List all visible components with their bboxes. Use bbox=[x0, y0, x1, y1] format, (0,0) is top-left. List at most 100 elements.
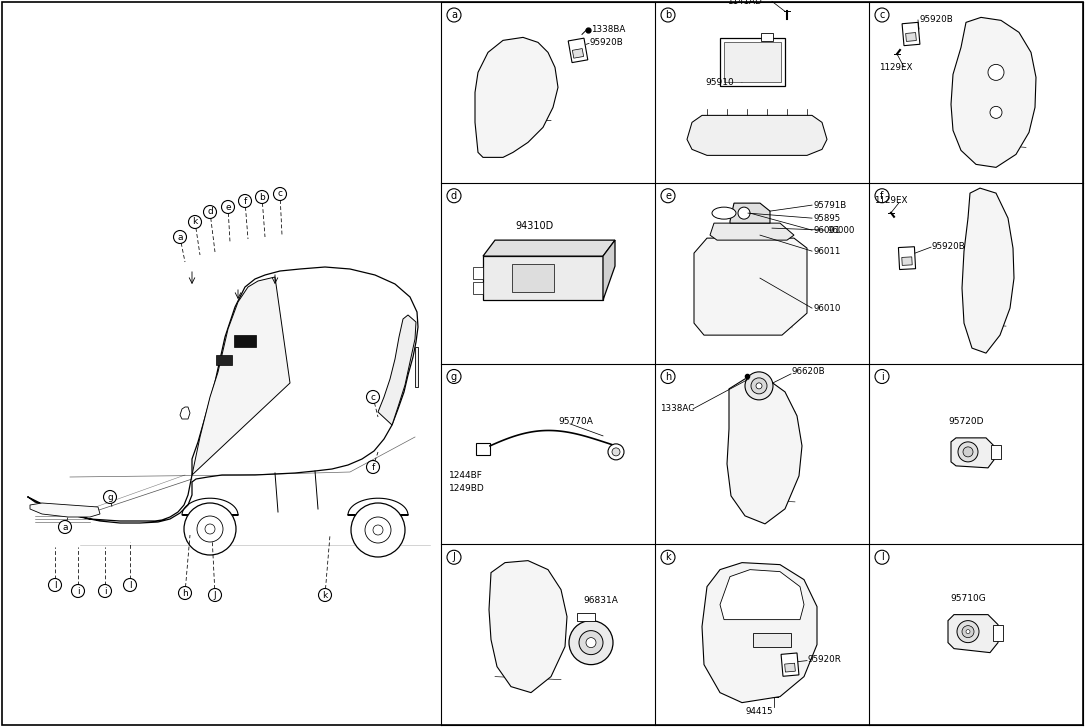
Text: 95920B: 95920B bbox=[919, 15, 953, 25]
Text: 94310D: 94310D bbox=[515, 221, 553, 231]
Text: a: a bbox=[62, 523, 67, 531]
Text: 95710G: 95710G bbox=[950, 594, 986, 603]
Bar bbox=[473, 282, 483, 294]
Text: 1129EX: 1129EX bbox=[875, 196, 907, 205]
Polygon shape bbox=[962, 188, 1014, 353]
Polygon shape bbox=[483, 240, 615, 256]
Text: g: g bbox=[451, 371, 457, 382]
Circle shape bbox=[990, 106, 1003, 119]
Polygon shape bbox=[950, 438, 994, 468]
Text: 1249BD: 1249BD bbox=[449, 484, 485, 494]
Circle shape bbox=[875, 550, 889, 564]
Circle shape bbox=[205, 524, 215, 534]
Text: 95791B: 95791B bbox=[814, 201, 847, 209]
Circle shape bbox=[352, 503, 405, 557]
Circle shape bbox=[124, 579, 137, 592]
Circle shape bbox=[204, 206, 217, 219]
Text: l: l bbox=[881, 553, 883, 562]
Ellipse shape bbox=[712, 207, 736, 219]
Text: k: k bbox=[665, 553, 671, 562]
Circle shape bbox=[875, 8, 889, 22]
Circle shape bbox=[966, 630, 970, 634]
Bar bbox=[577, 613, 595, 621]
Text: e: e bbox=[665, 190, 671, 201]
Bar bbox=[724, 42, 780, 82]
Circle shape bbox=[579, 630, 603, 654]
Circle shape bbox=[447, 8, 461, 22]
Circle shape bbox=[661, 550, 675, 564]
Bar bbox=[573, 49, 584, 58]
Circle shape bbox=[447, 189, 461, 203]
Circle shape bbox=[319, 588, 332, 601]
Circle shape bbox=[367, 460, 380, 473]
Text: i: i bbox=[77, 587, 79, 595]
Circle shape bbox=[612, 448, 620, 456]
Text: 95910: 95910 bbox=[705, 78, 733, 87]
Text: 1244BF: 1244BF bbox=[449, 471, 483, 481]
Polygon shape bbox=[727, 379, 802, 524]
Text: h: h bbox=[182, 588, 188, 598]
Bar bbox=[906, 33, 917, 41]
Text: i: i bbox=[104, 587, 106, 595]
Circle shape bbox=[608, 444, 624, 460]
Circle shape bbox=[751, 378, 767, 394]
Bar bbox=[753, 632, 791, 646]
Text: 94415: 94415 bbox=[745, 707, 773, 716]
Bar bbox=[473, 267, 483, 279]
Circle shape bbox=[179, 587, 191, 600]
Text: 96000: 96000 bbox=[827, 225, 854, 235]
Text: 1129EX: 1129EX bbox=[879, 63, 912, 71]
Circle shape bbox=[373, 525, 383, 535]
Circle shape bbox=[365, 517, 391, 543]
Text: c: c bbox=[879, 10, 884, 20]
Text: d: d bbox=[207, 207, 213, 217]
Text: 95770A: 95770A bbox=[558, 417, 592, 426]
Text: 96620B: 96620B bbox=[792, 367, 826, 377]
Circle shape bbox=[208, 588, 221, 601]
Bar bbox=[216, 355, 232, 365]
Circle shape bbox=[103, 491, 116, 504]
Text: b: b bbox=[665, 10, 672, 20]
Polygon shape bbox=[192, 277, 290, 475]
Polygon shape bbox=[489, 561, 567, 693]
Bar bbox=[993, 624, 1003, 640]
Circle shape bbox=[197, 516, 224, 542]
Text: 1141AD: 1141AD bbox=[727, 0, 762, 6]
Text: f: f bbox=[371, 462, 374, 472]
Circle shape bbox=[738, 207, 750, 219]
Text: e: e bbox=[226, 203, 231, 212]
Circle shape bbox=[958, 442, 978, 462]
Circle shape bbox=[49, 579, 62, 592]
Circle shape bbox=[72, 585, 85, 598]
Circle shape bbox=[586, 638, 596, 648]
Text: 1338AC: 1338AC bbox=[660, 404, 694, 414]
Polygon shape bbox=[414, 347, 418, 387]
Bar bbox=[569, 38, 588, 63]
Circle shape bbox=[273, 188, 286, 201]
Circle shape bbox=[255, 190, 268, 204]
Polygon shape bbox=[475, 37, 558, 157]
Bar bbox=[476, 443, 490, 455]
Text: 96011: 96011 bbox=[814, 246, 841, 256]
Text: k: k bbox=[192, 217, 197, 227]
Bar bbox=[902, 23, 920, 46]
Text: 95920B: 95920B bbox=[932, 241, 966, 251]
Text: h: h bbox=[665, 371, 672, 382]
Text: i: i bbox=[881, 371, 883, 382]
Bar bbox=[781, 653, 799, 676]
Text: f: f bbox=[243, 196, 246, 206]
Polygon shape bbox=[378, 315, 416, 425]
Circle shape bbox=[962, 626, 974, 638]
Circle shape bbox=[957, 621, 979, 643]
Polygon shape bbox=[702, 563, 817, 702]
Polygon shape bbox=[710, 223, 794, 240]
Polygon shape bbox=[483, 256, 603, 300]
Bar bbox=[898, 246, 916, 270]
Polygon shape bbox=[687, 116, 827, 156]
Polygon shape bbox=[948, 614, 998, 653]
Circle shape bbox=[988, 65, 1004, 81]
Text: b: b bbox=[259, 193, 265, 201]
Circle shape bbox=[661, 369, 675, 384]
Circle shape bbox=[875, 189, 889, 203]
Circle shape bbox=[239, 195, 252, 207]
